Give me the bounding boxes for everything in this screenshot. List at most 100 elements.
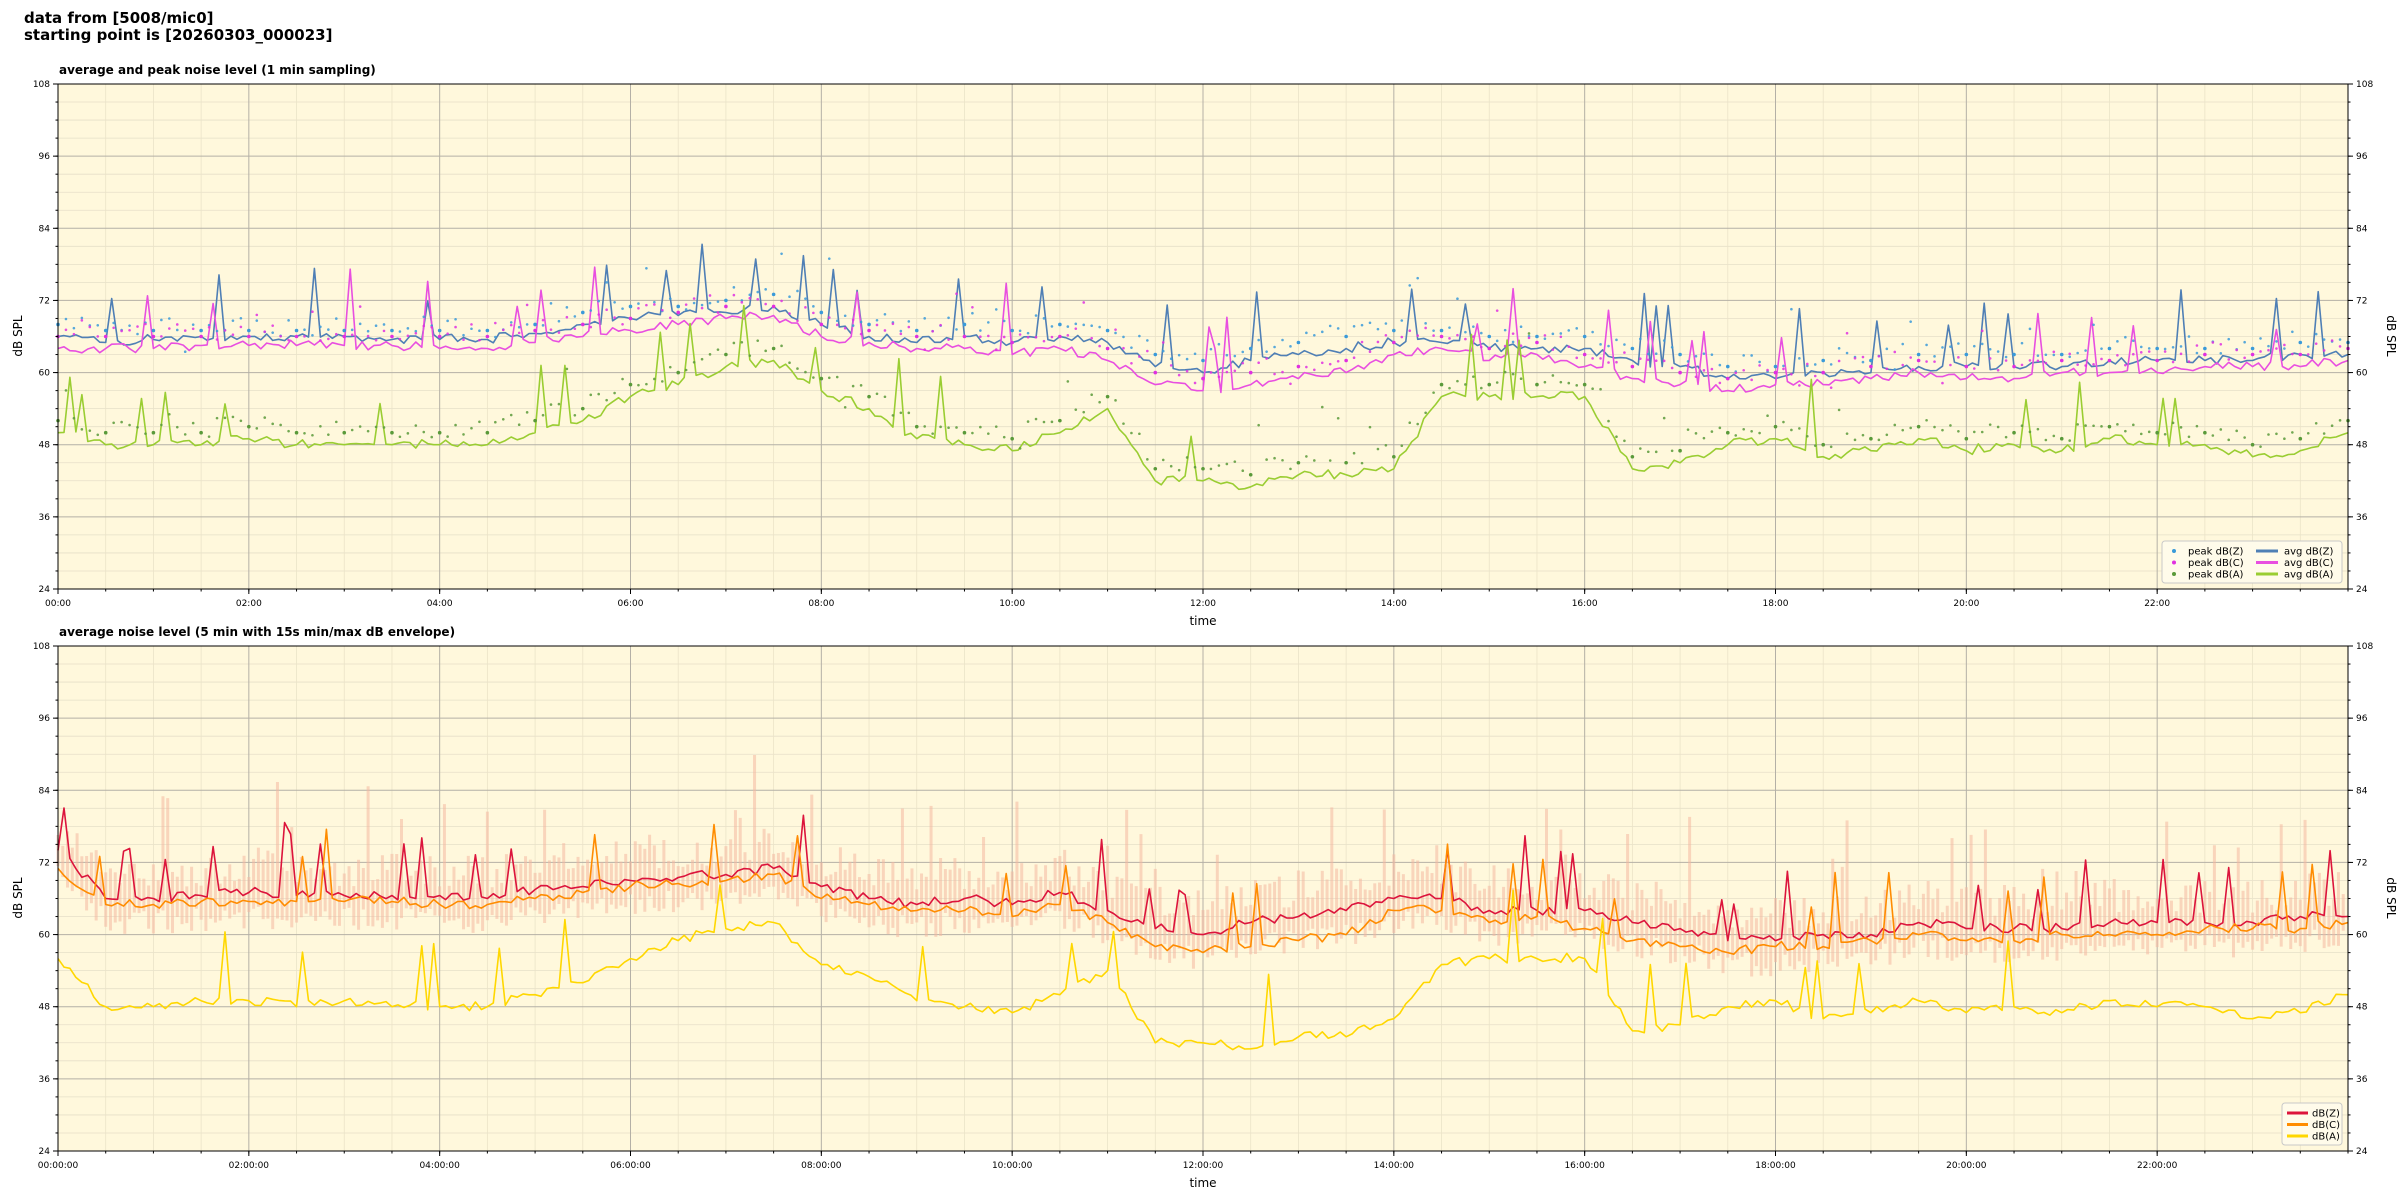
peak-scatter-point [1090,336,1093,340]
peak-scatter-point [112,421,115,425]
peak-scatter-point [1448,386,1451,390]
peak-scatter-point [1018,447,1022,450]
peak-scatter-point [1607,344,1610,348]
peak-scatter-point [366,334,370,338]
peak-scatter-point [589,309,593,312]
peak-scatter-point [2330,339,2334,342]
peak-scatter-point [1138,355,1141,358]
peak-scatter-point [2044,438,2048,442]
peak-point [1630,346,1635,351]
peak-scatter-point [732,293,736,297]
peak-scatter-point [2322,338,2326,341]
peak-scatter-point [1082,301,1086,304]
peak-scatter-point [128,423,131,427]
peak-scatter-point [168,327,171,330]
peak-scatter-point [1519,325,1523,329]
peak-scatter-point [2171,345,2175,349]
peak-scatter-point [494,321,497,325]
peak-point [1058,334,1062,339]
peak-scatter-point [1368,425,1372,429]
peak-scatter-point [1026,420,1030,423]
peak-scatter-point [1400,319,1404,322]
peak-scatter-point [2052,434,2056,438]
peak-point [1964,436,1969,441]
peak-scatter-point [668,316,672,320]
peak-scatter-point [1829,445,1833,449]
peak-scatter-point [1511,332,1515,335]
peak-scatter-point [1495,381,1499,384]
peak-scatter-point [1798,384,1801,387]
x-tick-label: 08:00:00 [801,1161,842,1171]
peak-point [771,292,776,297]
peak-scatter-point [1416,334,1419,337]
peak-point [1201,376,1205,381]
peak-scatter-point [788,361,791,365]
peak-point [1916,352,1921,357]
peak-point [2298,340,2303,345]
peak-scatter-point [1273,456,1276,460]
peak-scatter-point [1670,366,1674,370]
peak-scatter-point [1949,345,1952,348]
peak-scatter-point [2124,429,2127,433]
x-tick-label: 04:00 [427,599,453,609]
peak-scatter-point [1289,382,1292,386]
peak-scatter-point [1996,368,2000,372]
peak-scatter-point [1018,333,1022,336]
peak-scatter-point [541,318,545,322]
legend-label: peak dB(A) [2188,570,2244,581]
peak-scatter-point [1320,361,1324,365]
peak-point [533,328,537,333]
peak-scatter-point [549,328,553,331]
peak-scatter-point [883,312,887,316]
peak-point [1725,430,1730,435]
peak-scatter-point [1988,357,1992,360]
y-tick-label: 84 [39,224,51,234]
peak-point [628,304,633,309]
peak-scatter-point [271,422,274,426]
legend-label: peak dB(C) [2188,558,2244,569]
peak-scatter-point [994,348,998,351]
peak-scatter-point [175,328,179,332]
peak-scatter-point [1988,347,1992,351]
peak-scatter-point [1265,350,1268,353]
peak-scatter-point [406,432,410,435]
peak-scatter-point [128,324,131,327]
peak-scatter-point [923,425,927,428]
peak-scatter-point [1607,361,1610,364]
peak-scatter-point [1758,360,1761,364]
peak-scatter-point [2068,355,2072,359]
y-tick-label: 36 [2356,513,2368,523]
peak-scatter-point [1551,374,1555,377]
peak-scatter-point [1734,434,1738,437]
peak-scatter-point [1782,364,1785,368]
peak-scatter-point [462,338,465,341]
peak-scatter-point [1281,458,1284,462]
peak-scatter-point [1177,373,1181,377]
peak-point [2059,358,2064,363]
peak-scatter-point [462,333,465,337]
peak-scatter-point [1980,329,1984,333]
peak-point [342,430,347,435]
peak-point [2155,358,2159,363]
peak-scatter-point [597,313,600,316]
peak-scatter-point [96,335,100,338]
peak-point [676,370,681,375]
peak-scatter-point [1861,433,1865,437]
peak-scatter-point [454,325,457,329]
peak-scatter-point [971,305,974,309]
peak-scatter-point [1615,435,1618,438]
page-header: data from [5008/mic0] starting point is … [24,10,332,44]
peak-point [247,334,251,339]
peak-scatter-point [812,311,815,315]
peak-scatter-point [843,326,847,330]
peak-scatter-point [1527,332,1531,335]
peak-scatter-point [88,325,92,329]
peak-scatter-point [1662,339,1666,342]
peak-scatter-point [183,433,187,436]
peak-scatter-point [2283,437,2286,440]
peak-scatter-point [2235,429,2238,433]
peak-scatter-point [939,323,942,327]
peak-scatter-point [1893,368,1897,371]
peak-scatter-point [271,331,274,334]
peak-scatter-point [2338,345,2342,348]
